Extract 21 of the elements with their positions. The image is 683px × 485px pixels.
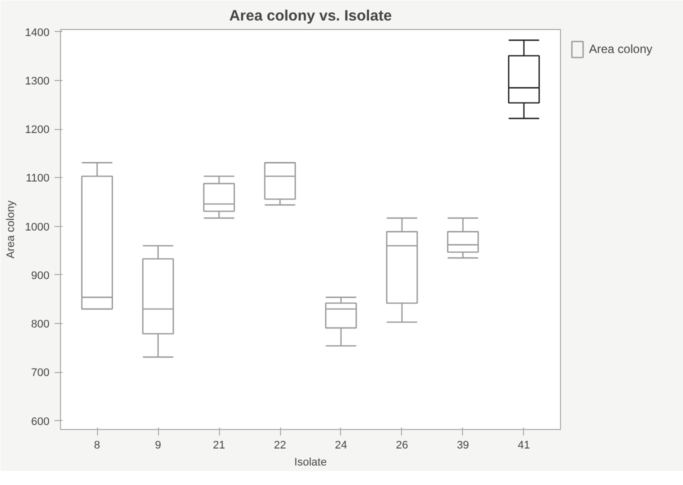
y-tick-label: 1200 <box>25 124 50 136</box>
x-tick-label: 24 <box>334 440 348 452</box>
y-tick-label: 600 <box>31 416 50 428</box>
y-tick-label: 700 <box>31 367 50 380</box>
chart-title: Area colony vs. Isolate <box>229 8 392 24</box>
x-tick-label: 41 <box>518 440 530 452</box>
x-tick-label: 8 <box>94 440 100 452</box>
x-axis-title: Isolate <box>294 456 327 468</box>
y-tick-label: 1000 <box>25 221 50 234</box>
x-tick-label: 22 <box>274 440 286 452</box>
x-tick-label: 39 <box>456 440 470 452</box>
legend-label: Area colony <box>589 42 652 56</box>
y-axis-title: Area colony <box>5 200 18 259</box>
x-tick-label: 21 <box>212 440 226 452</box>
y-tick-label: 1100 <box>26 172 50 185</box>
x-tick-label: 26 <box>396 440 408 452</box>
x-tick-label: 9 <box>155 440 162 452</box>
y-tick-label: 1300 <box>25 76 50 88</box>
y-tick-label: 800 <box>31 318 50 331</box>
y-tick-label: 900 <box>31 270 50 282</box>
y-tick-label: 1400 <box>25 26 50 39</box>
